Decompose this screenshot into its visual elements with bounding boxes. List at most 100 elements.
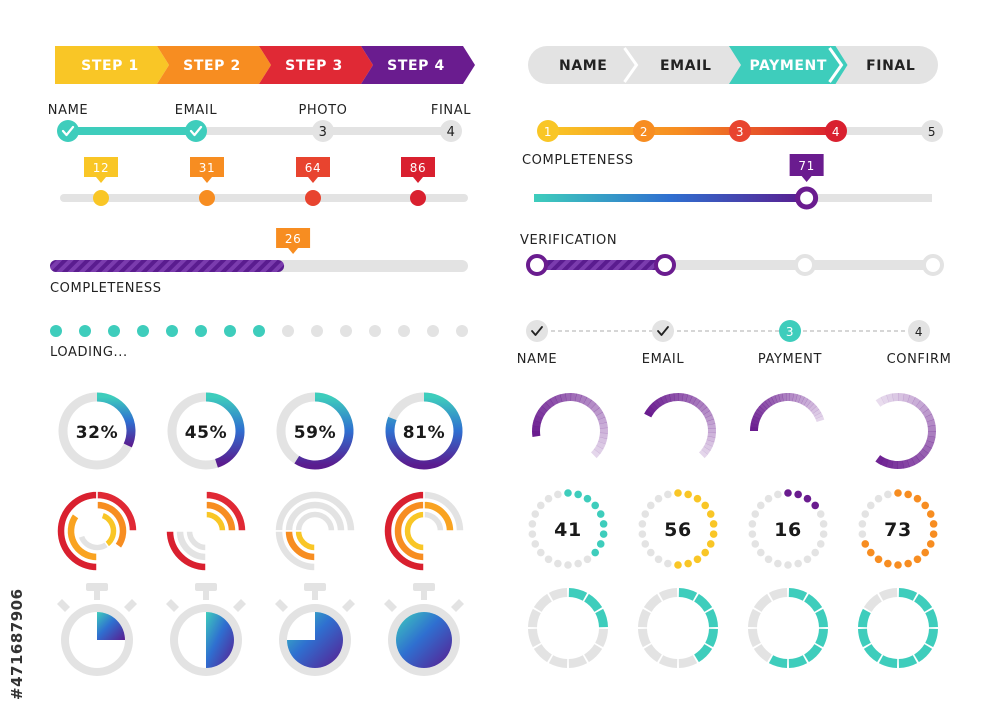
- dotted-ring-dot: [583, 555, 592, 564]
- dotted-ring-dot: [646, 548, 655, 557]
- gradient-arc-segment: [880, 394, 890, 405]
- value-marker-dot[interactable]: [410, 190, 426, 206]
- gradient-arc-segment: [549, 396, 559, 406]
- gradient-arc-segment: [707, 432, 716, 438]
- value-marker-bubble: [296, 157, 330, 183]
- pill-step-active[interactable]: [729, 46, 848, 84]
- chevron-step-4[interactable]: [361, 46, 475, 84]
- check-progress-node[interactable]: [440, 120, 462, 142]
- loading-dot: [253, 325, 265, 337]
- dotted-ring-dot: [816, 540, 825, 548]
- segmented-ring-segment: [678, 588, 698, 601]
- dotted-ring-dot: [646, 501, 655, 510]
- dotted-ring-dot: [756, 548, 765, 557]
- segmented-ring-segment: [595, 628, 608, 648]
- segmented-ring-segment: [638, 628, 651, 648]
- loading-dot: [369, 325, 381, 337]
- verification-node[interactable]: [922, 254, 944, 276]
- value-marker-bubble: [190, 157, 224, 183]
- dashed-step-node-active[interactable]: [779, 320, 801, 342]
- gradient-arc-segment: [574, 393, 583, 403]
- chevron-step-3[interactable]: [259, 46, 373, 84]
- segmented-ring-segment: [753, 644, 772, 663]
- dotted-ring-dot: [709, 530, 718, 538]
- gradient-arc-segment: [911, 455, 921, 466]
- gradient-arc-segment: [792, 393, 798, 402]
- check-progress-node-done[interactable]: [185, 120, 207, 142]
- segmented-ring-segment: [705, 608, 718, 628]
- gradient-arc-segment: [698, 403, 708, 413]
- loading-dot: [456, 325, 468, 337]
- dotted-ring-dot: [684, 490, 692, 499]
- gradient-slider-bubble: [789, 154, 824, 182]
- percent-ring-label: 59%: [294, 423, 337, 443]
- loading-dot: [282, 325, 294, 337]
- segmented-ring-segment: [914, 593, 933, 612]
- gradient-arc-segment: [541, 401, 551, 412]
- percent-ring-fill: [96, 392, 136, 448]
- dotted-ring-dot: [904, 490, 912, 499]
- gradient-arc-segment: [815, 415, 825, 423]
- stopwatch-side-button: [233, 599, 246, 612]
- pill-step-label: FINAL: [866, 58, 915, 74]
- segmented-ring-segment: [568, 588, 588, 601]
- gradient-arc-segment: [798, 395, 805, 405]
- dotted-ring-dot: [819, 520, 828, 528]
- numbered-progress-number: 5: [928, 125, 936, 139]
- stopwatch-side-button: [166, 599, 179, 612]
- radial-bar-segment: [205, 490, 247, 532]
- dotted-ring-dot: [794, 559, 802, 568]
- numbered-progress-node[interactable]: [633, 120, 655, 142]
- dotted-ring-dot: [921, 548, 930, 557]
- gradient-slider-knob[interactable]: [795, 186, 819, 210]
- chevron-step-2[interactable]: [157, 46, 271, 84]
- segmented-ring-segment: [643, 644, 662, 663]
- numbered-progress-node[interactable]: [825, 120, 847, 142]
- dotted-ring-dot: [774, 490, 782, 499]
- value-marker-dot[interactable]: [93, 190, 109, 206]
- check-progress-node[interactable]: [312, 120, 334, 142]
- dotted-ring-dot: [564, 489, 572, 497]
- verification-node[interactable]: [526, 254, 548, 276]
- dotted-ring-dot: [528, 530, 537, 538]
- stopwatch-fill: [206, 612, 234, 668]
- verification-node[interactable]: [654, 254, 676, 276]
- dashed-step-label: EMAIL: [642, 352, 685, 367]
- dotted-ring-dot: [641, 510, 650, 518]
- stopwatch-fill: [396, 612, 452, 668]
- gradient-arc-segment: [597, 416, 608, 425]
- numbered-progress-node[interactable]: [921, 120, 943, 142]
- segmented-ring-segment: [694, 644, 713, 663]
- dashed-step-node-done[interactable]: [526, 320, 548, 342]
- dotted-ring-dot: [926, 540, 935, 548]
- dotted-ring-dot: [756, 501, 765, 510]
- verification-node[interactable]: [794, 254, 816, 276]
- dotted-ring-dot: [599, 530, 608, 538]
- segmented-ring-segment: [863, 644, 882, 663]
- value-marker-bubble: [84, 157, 118, 183]
- stock-id-text: #471687906: [8, 588, 26, 700]
- dotted-ring-dot: [641, 540, 650, 548]
- dotted-ring-dot: [701, 501, 710, 510]
- gradient-arc-segment: [533, 414, 543, 423]
- dashed-step-node-done[interactable]: [652, 320, 674, 342]
- dotted-ring-dot: [894, 489, 902, 497]
- value-marker-label: 12: [93, 161, 109, 175]
- dotted-ring-dot: [554, 559, 562, 568]
- numbered-progress-node[interactable]: [537, 120, 559, 142]
- dashed-step-number: 4: [915, 325, 923, 339]
- stopwatch-side-button: [275, 599, 288, 612]
- numbered-progress-node[interactable]: [729, 120, 751, 142]
- segmented-ring-segment: [584, 644, 603, 663]
- stopwatch-stem: [203, 590, 209, 600]
- value-marker-dot[interactable]: [305, 190, 321, 206]
- radial-bar-segment: [185, 530, 207, 552]
- chevron-step-1[interactable]: [55, 46, 169, 84]
- dotted-ring-dot: [784, 489, 792, 497]
- gradient-arc-segment: [664, 393, 672, 403]
- check-progress-node-done[interactable]: [57, 120, 79, 142]
- dashed-step-node[interactable]: [908, 320, 930, 342]
- value-marker-dot[interactable]: [199, 190, 215, 206]
- dotted-ring-dot: [819, 530, 828, 538]
